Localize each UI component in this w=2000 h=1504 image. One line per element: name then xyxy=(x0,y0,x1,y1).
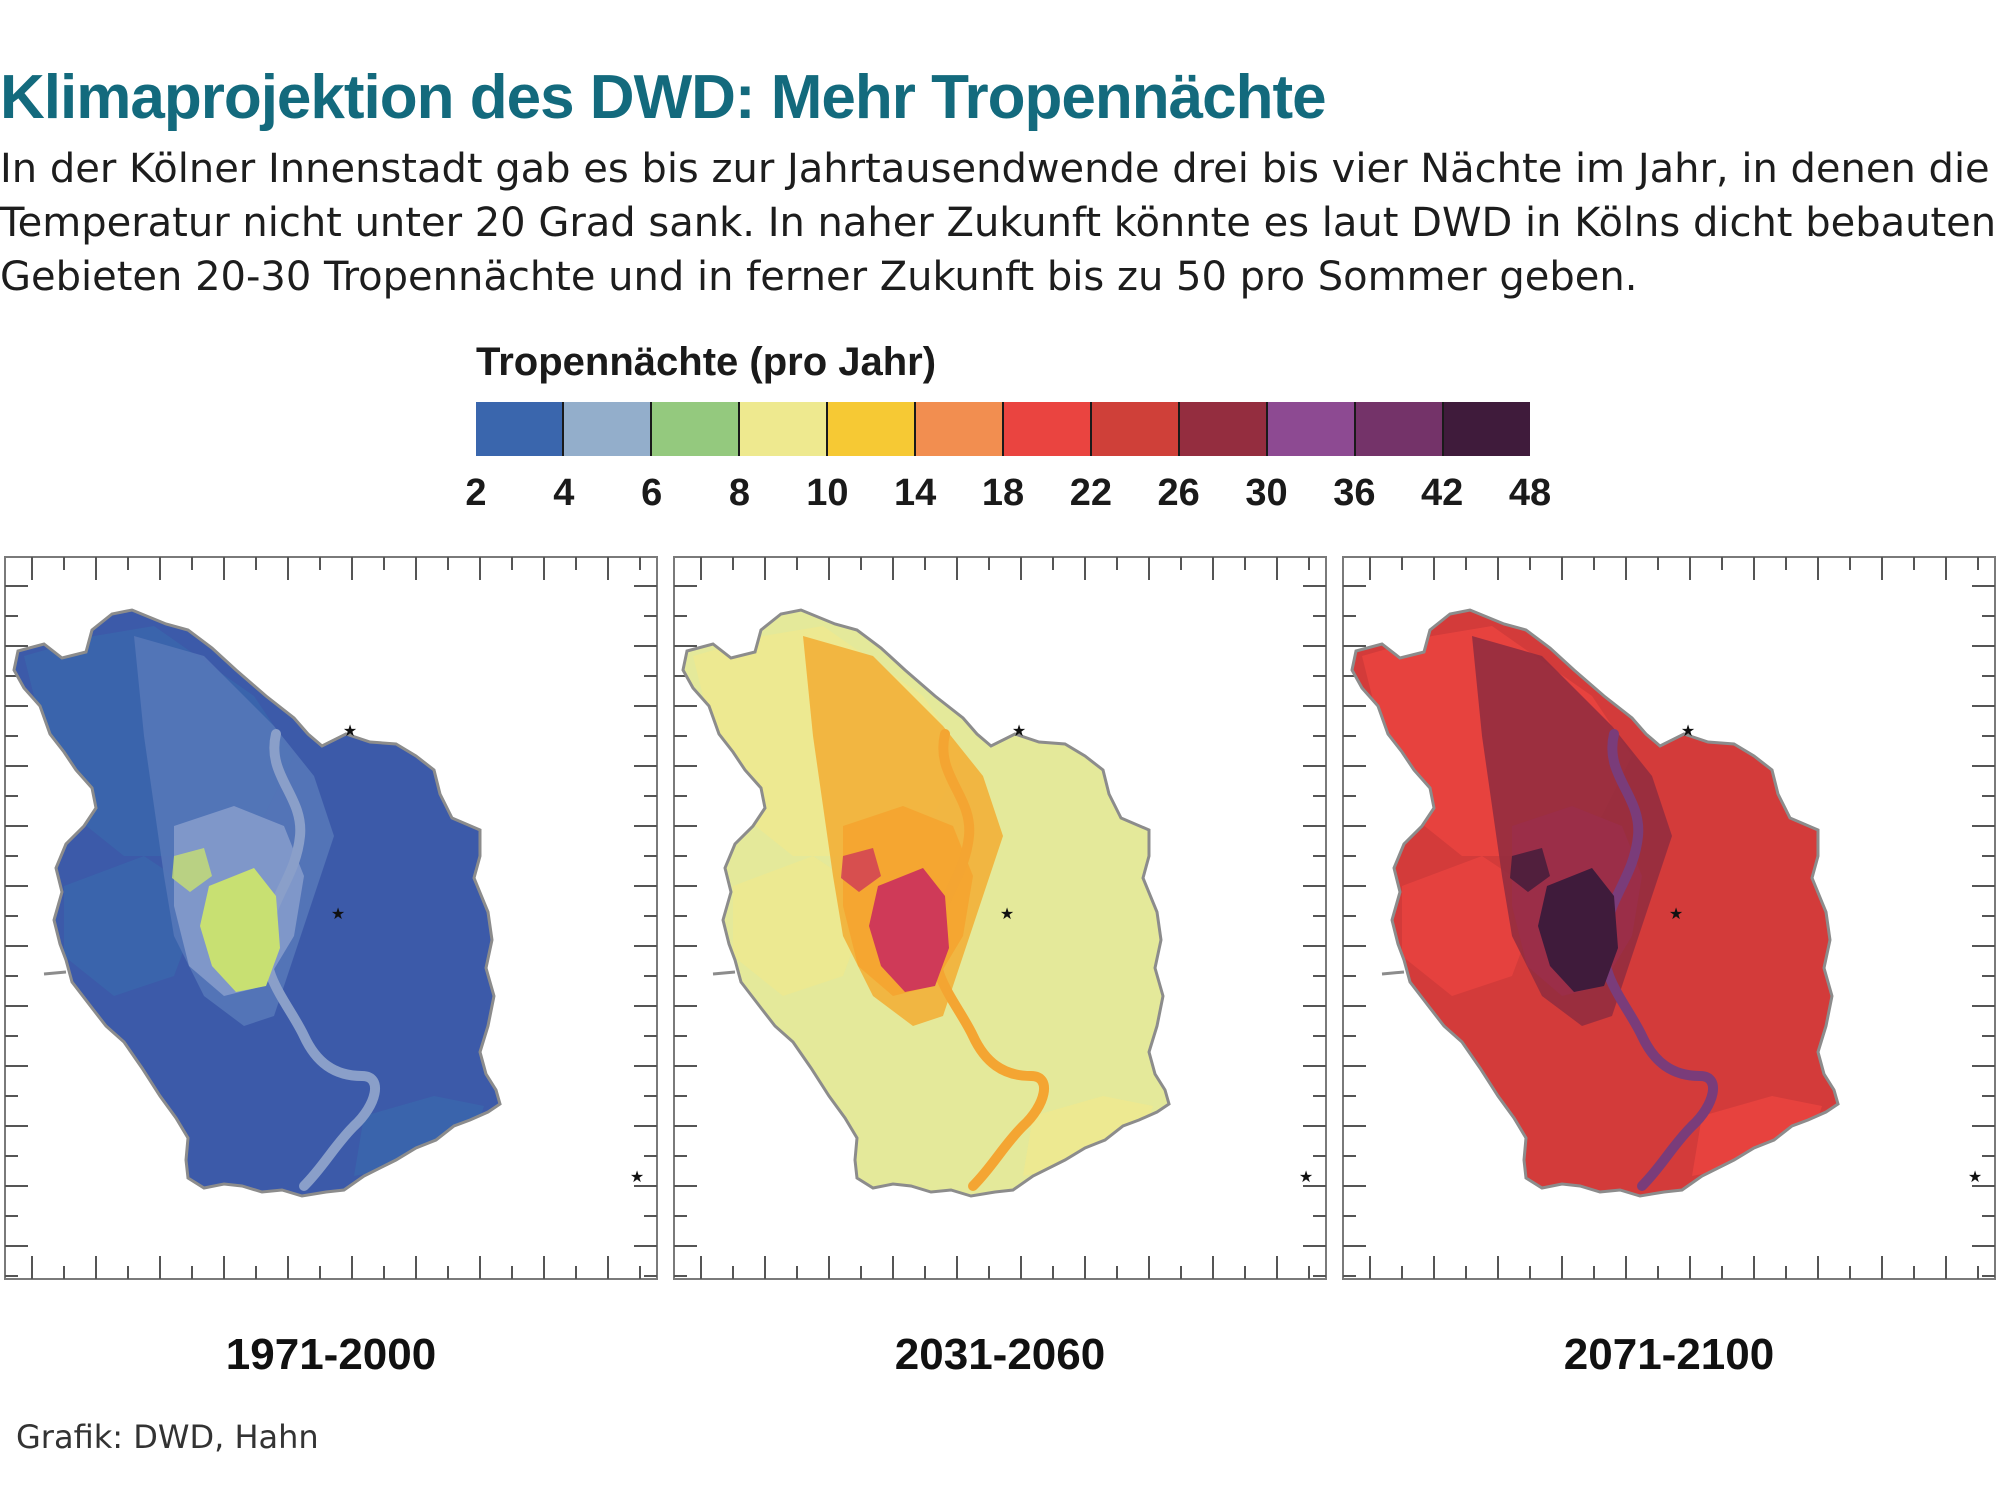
subtitle-line: Temperatur nicht unter 20 Grad sank. In … xyxy=(0,200,1997,246)
legend-swatch xyxy=(1444,402,1530,456)
zone-inner-city xyxy=(200,868,280,992)
zone-outer-south xyxy=(1692,1096,1822,1176)
zone-inner-city xyxy=(172,848,212,892)
panel-label-1971-2000: 1971-2000 xyxy=(225,1330,437,1379)
station-star-icon: ★ xyxy=(1012,721,1026,740)
legend-tick-label: 10 xyxy=(806,472,849,514)
map-frame-ticks xyxy=(5,557,657,1279)
zone-inner-city xyxy=(869,868,949,992)
panel-label-2031-2060: 2031-2060 xyxy=(894,1330,1106,1379)
legend-swatch xyxy=(1356,402,1444,456)
legend-title: Tropennächte (pro Jahr) xyxy=(476,340,937,384)
city-boundary xyxy=(1350,608,1840,1198)
legend-swatch xyxy=(652,402,740,456)
legend-tick-label: 8 xyxy=(728,472,751,514)
city-boundary xyxy=(681,608,1171,1198)
map-panel-2071-2100: ★ ★ ★ xyxy=(1342,556,1996,1280)
legend-tick-label: 18 xyxy=(981,472,1025,514)
station-star-icon: ★ xyxy=(1000,904,1014,923)
river-rhine xyxy=(1598,729,1719,1191)
station-star-icon: ★ xyxy=(1968,1167,1982,1186)
legend-tick-label: 14 xyxy=(894,472,937,514)
zone-inner-city xyxy=(1510,848,1550,892)
zone-outer-south xyxy=(1023,1096,1153,1176)
map-area xyxy=(1352,610,1838,1196)
map-frame-ticks xyxy=(674,557,1326,1279)
river-rhine xyxy=(260,729,381,1191)
station-star-icon: ★ xyxy=(1681,721,1695,740)
subtitle: In der Kölner Innenstadt gab es bis zur … xyxy=(0,142,2000,304)
zone-outer-south xyxy=(354,1096,484,1176)
map-panel-1971-2000: ★ ★ ★ xyxy=(4,556,658,1280)
legend-tick-label: 4 xyxy=(553,472,575,514)
map-frame xyxy=(4,556,658,1280)
map-svg: ★ ★ ★ xyxy=(4,556,658,1280)
page-title: Klimaprojektion des DWD: Mehr Tropennäch… xyxy=(0,63,1327,132)
river-rhine xyxy=(929,729,1050,1191)
legend-tick-label: 42 xyxy=(1421,472,1464,514)
legend-tick-label: 30 xyxy=(1245,472,1288,514)
station-star-icon: ★ xyxy=(331,904,345,923)
legend-swatch xyxy=(1092,402,1180,456)
map-area xyxy=(14,610,500,1196)
map-svg: ★ ★ ★ xyxy=(673,556,1327,1280)
legend-swatch xyxy=(828,402,916,456)
source-credit: Grafik: DWD, Hahn xyxy=(16,1418,319,1456)
legend-tick-label: 22 xyxy=(1069,472,1112,514)
panel-label-2071-2100: 2071-2100 xyxy=(1563,1330,1775,1379)
station-star-icon: ★ xyxy=(1299,1167,1313,1186)
legend-tick-label: 2 xyxy=(465,472,487,514)
city-boundary xyxy=(12,608,502,1198)
subtitle-line: Gebieten 20-30 Tropennächte und in ferne… xyxy=(0,254,1638,300)
subtitle-line: In der Kölner Innenstadt gab es bis zur … xyxy=(0,146,1990,192)
legend-swatch xyxy=(740,402,828,456)
boundary-spur xyxy=(1381,970,1405,976)
station-star-icon: ★ xyxy=(343,721,357,740)
legend-tick-label: 48 xyxy=(1508,472,1552,514)
legend-swatch xyxy=(1268,402,1356,456)
legend-ticks: 2 4 6 8 10 14 18 22 26 30 36 42 48 xyxy=(465,472,1551,516)
station-star-icon: ★ xyxy=(630,1167,644,1186)
boundary-spur xyxy=(712,970,736,976)
boundary-spur xyxy=(43,970,67,976)
legend-color-bar xyxy=(476,402,1530,456)
legend-swatch xyxy=(916,402,1004,456)
map-panel-2031-2060: ★ ★ ★ xyxy=(673,556,1327,1280)
map-svg: ★ ★ ★ xyxy=(1342,556,1996,1280)
legend-tick-label: 36 xyxy=(1333,472,1376,514)
legend-swatch xyxy=(476,402,564,456)
legend-tick-label: 26 xyxy=(1157,472,1200,514)
map-frame xyxy=(673,556,1327,1280)
map-frame-ticks xyxy=(1343,557,1995,1279)
legend-tick-label: 6 xyxy=(641,472,663,514)
legend-swatch xyxy=(1180,402,1268,456)
legend-swatch xyxy=(564,402,652,456)
zone-inner-city xyxy=(1538,868,1618,992)
station-star-icon: ★ xyxy=(1669,904,1683,923)
map-frame xyxy=(1342,556,1996,1280)
legend-swatch xyxy=(1004,402,1092,456)
zone-inner-city xyxy=(841,848,881,892)
map-area xyxy=(683,610,1169,1196)
